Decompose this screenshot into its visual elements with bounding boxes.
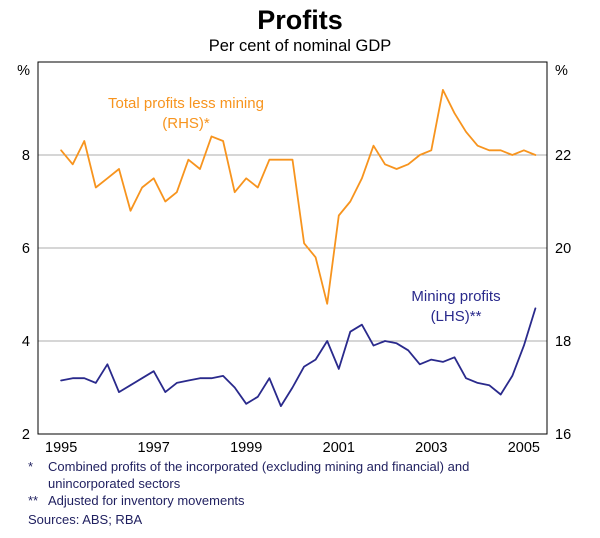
chart-subtitle: Per cent of nominal GDP (208, 36, 392, 55)
footnote-2: ** Adjusted for inventory movements (28, 493, 582, 510)
chart-title: Profits (257, 5, 343, 35)
right-axis-tick-label: 16 (555, 427, 571, 443)
series-line-total-profits-less-mining (60, 89, 537, 306)
x-axis-tick-label: 1997 (138, 440, 170, 456)
footnote-2-marker: ** (28, 492, 39, 508)
footnote-2-text: Adjusted for inventory movements (48, 492, 245, 508)
series-annotation: (RHS)* (162, 115, 210, 132)
x-axis-tick-label: 2001 (323, 440, 355, 456)
left-axis-tick-label: 6 (22, 241, 30, 257)
series-annotation: Total profits less mining (108, 95, 264, 112)
right-axis-unit-label: % (555, 63, 568, 79)
footnote-1-marker: * (28, 459, 34, 475)
footnote-1-text: Combined profits of the incorporated (ex… (48, 459, 470, 491)
left-axis-tick-label: 8 (22, 148, 30, 164)
left-axis-tick-label: 4 (22, 334, 30, 350)
series-line-mining-profits (60, 307, 537, 408)
profits-chart: 2 4 6 8 16 18 20 22% % 1995 1997 1999 2001 2003 2005 To… (17, 61, 571, 456)
series-annotation: Mining profits (411, 288, 500, 305)
x-axis-tick-label: 1999 (230, 440, 262, 456)
x-axis-tick-label: 2005 (508, 440, 540, 456)
left-axis-tick-label: 2 (22, 427, 30, 443)
x-axis-tick-label: 1995 (45, 440, 77, 456)
footnote-1: * Combined profits of the incorporated (… (28, 459, 582, 492)
footnotes: * Combined profits of the incorporated (… (0, 456, 600, 529)
plot-frame (37, 61, 548, 435)
x-axis-tick-label: 2003 (415, 440, 447, 456)
left-axis-unit-label: % (17, 63, 30, 79)
sources-line: Sources: ABS; RBA (28, 512, 143, 528)
right-axis-tick-label: 22 (555, 148, 571, 164)
series-annotation: (LHS)** (431, 308, 482, 325)
right-axis-tick-label: 18 (555, 334, 571, 350)
right-axis-tick-label: 20 (555, 241, 571, 257)
